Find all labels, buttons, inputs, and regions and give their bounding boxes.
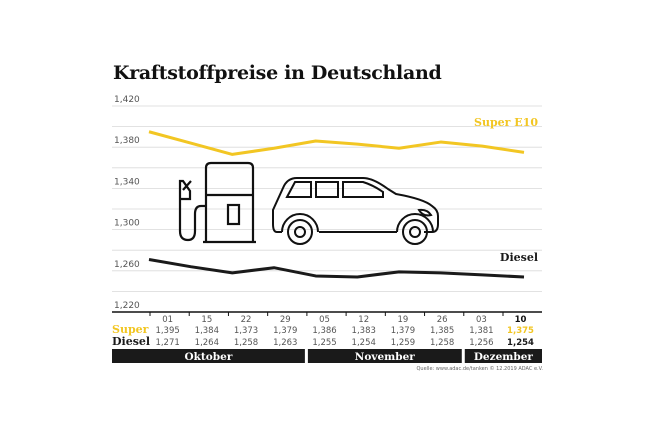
- fuel-pump-icon: [178, 161, 256, 244]
- data-value-label: 1,254: [507, 338, 534, 348]
- data-value-label: 1,256: [469, 338, 493, 348]
- x-tick-label: 10: [515, 315, 527, 325]
- data-value-label: 1,385: [430, 326, 454, 336]
- y-tick-label: 1,380: [114, 136, 140, 146]
- chart-title: Kraftstoffpreise in Deutschland: [113, 62, 442, 84]
- series-line-super: [148, 130, 525, 156]
- data-value-label: 1,375: [507, 326, 534, 336]
- source-note: Quelle: www.adac.de/tanken © 12.2019 ADA…: [416, 366, 543, 372]
- month-label: November: [355, 351, 416, 363]
- month-bar: [464, 349, 542, 363]
- data-value-label: 1,373: [234, 326, 258, 336]
- series-label-diesel: Diesel: [500, 251, 538, 264]
- car-icon: [272, 177, 439, 245]
- data-value-label: 1,395: [155, 326, 179, 336]
- x-tick-label: 29: [280, 315, 291, 325]
- data-value-label: 1,379: [391, 326, 415, 336]
- series-line-diesel: [148, 257, 525, 279]
- data-value-label: 1,381: [469, 326, 493, 336]
- month-label: Oktober: [185, 351, 233, 363]
- table-row-label: Super: [112, 323, 149, 336]
- series-label-super: Super E10: [474, 116, 538, 129]
- table-row-label: Diesel: [112, 335, 150, 348]
- data-value-label: 1,264: [195, 338, 219, 348]
- y-tick-label: 1,260: [114, 260, 140, 270]
- x-tick-label: 01: [162, 315, 173, 325]
- data-value-label: 1,271: [155, 338, 179, 348]
- data-value-label: 1,258: [234, 338, 258, 348]
- data-value-label: 1,255: [312, 338, 336, 348]
- month-bar: [307, 349, 462, 363]
- x-tick-label: 03: [476, 315, 487, 325]
- y-tick-label: 1,300: [114, 219, 140, 229]
- x-tick-label: 19: [398, 315, 409, 325]
- data-value-label: 1,263: [273, 338, 297, 348]
- y-tick-label: 1,220: [114, 301, 140, 311]
- data-value-label: 1,379: [273, 326, 297, 336]
- data-value-label: 1,386: [312, 326, 336, 336]
- y-tick-label: 1,340: [114, 177, 140, 187]
- month-label: Dezember: [474, 351, 534, 363]
- x-tick-label: 12: [358, 315, 369, 325]
- data-value-label: 1,258: [430, 338, 454, 348]
- x-tick-label: 15: [201, 315, 212, 325]
- month-bar: [112, 349, 305, 363]
- data-value-label: 1,254: [352, 338, 376, 348]
- data-value-label: 1,259: [391, 338, 415, 348]
- x-tick-label: 26: [437, 315, 448, 325]
- x-tick-label: 05: [319, 315, 330, 325]
- data-value-label: 1,384: [195, 326, 219, 336]
- y-tick-label: 1,420: [114, 95, 140, 105]
- data-value-label: 1,383: [352, 326, 376, 336]
- x-tick-label: 22: [241, 315, 252, 325]
